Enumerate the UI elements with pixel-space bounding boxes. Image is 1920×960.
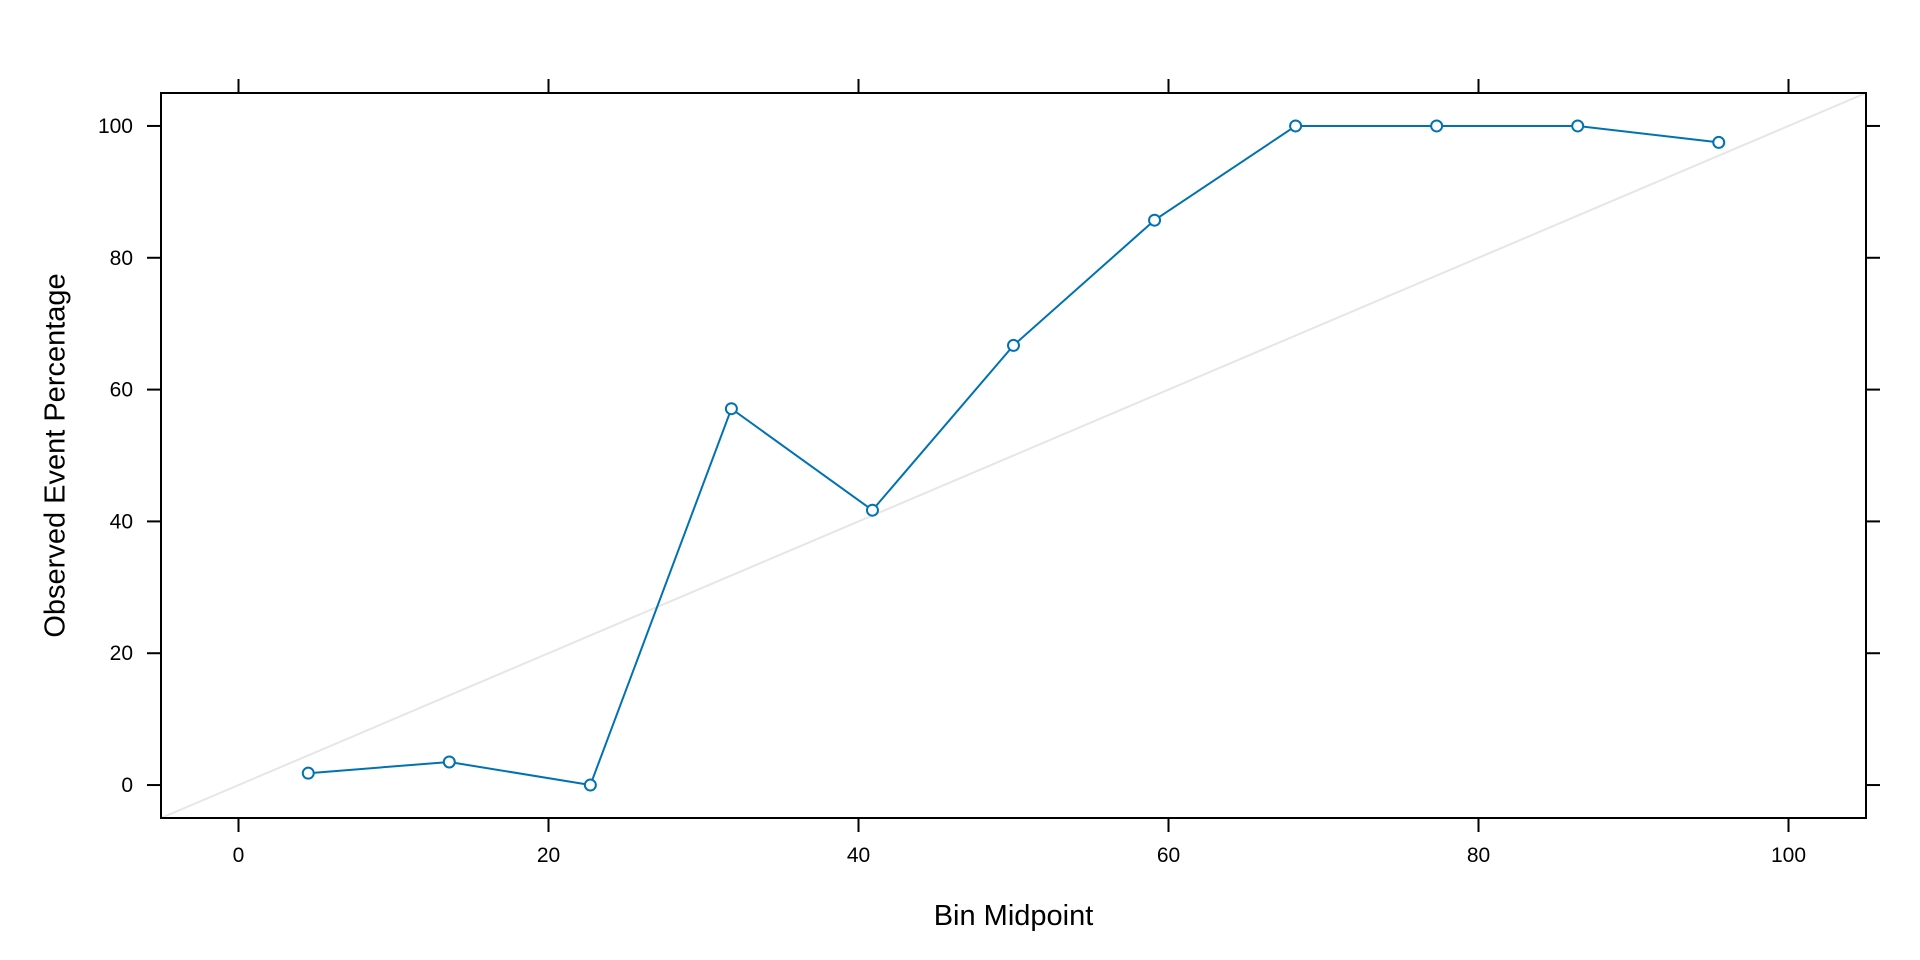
y-tick-label: 20 — [110, 642, 133, 665]
x-tick-label: 80 — [1467, 844, 1490, 867]
data-point — [1007, 338, 1020, 352]
data-points — [301, 119, 1726, 792]
y-tick-labels: 0 20 40 60 80 100 — [98, 115, 133, 797]
y-tick-label: 60 — [110, 379, 133, 402]
plot-frame — [160, 92, 1867, 819]
x-tick-label: 20 — [537, 844, 560, 867]
data-point — [301, 766, 315, 780]
data-point — [1430, 119, 1444, 133]
y-tick-label: 100 — [98, 115, 133, 138]
x-tick-label: 100 — [1771, 844, 1806, 867]
x-tick-labels: 0 20 40 60 80 100 — [233, 844, 1806, 867]
data-point — [724, 402, 738, 416]
data-point — [442, 755, 456, 769]
y-tick-label: 80 — [110, 247, 133, 270]
x-tick-label: 0 — [233, 844, 245, 867]
y-axis-title: Observed Event Percentage — [40, 273, 72, 637]
y-tick-label: 0 — [121, 774, 133, 797]
data-point — [1148, 213, 1162, 227]
x-tick-label: 40 — [847, 844, 870, 867]
x-axis-title: Bin Midpoint — [934, 900, 1094, 932]
data-point — [865, 503, 879, 517]
data-point — [1289, 119, 1303, 133]
data-point — [583, 778, 597, 792]
data-point — [1712, 135, 1726, 149]
reference-diagonal-line — [160, 92, 1867, 819]
y-tick-label: 40 — [110, 510, 133, 533]
data-point — [1571, 119, 1585, 133]
axis-ticks — [147, 79, 1880, 832]
x-tick-label: 60 — [1157, 844, 1180, 867]
